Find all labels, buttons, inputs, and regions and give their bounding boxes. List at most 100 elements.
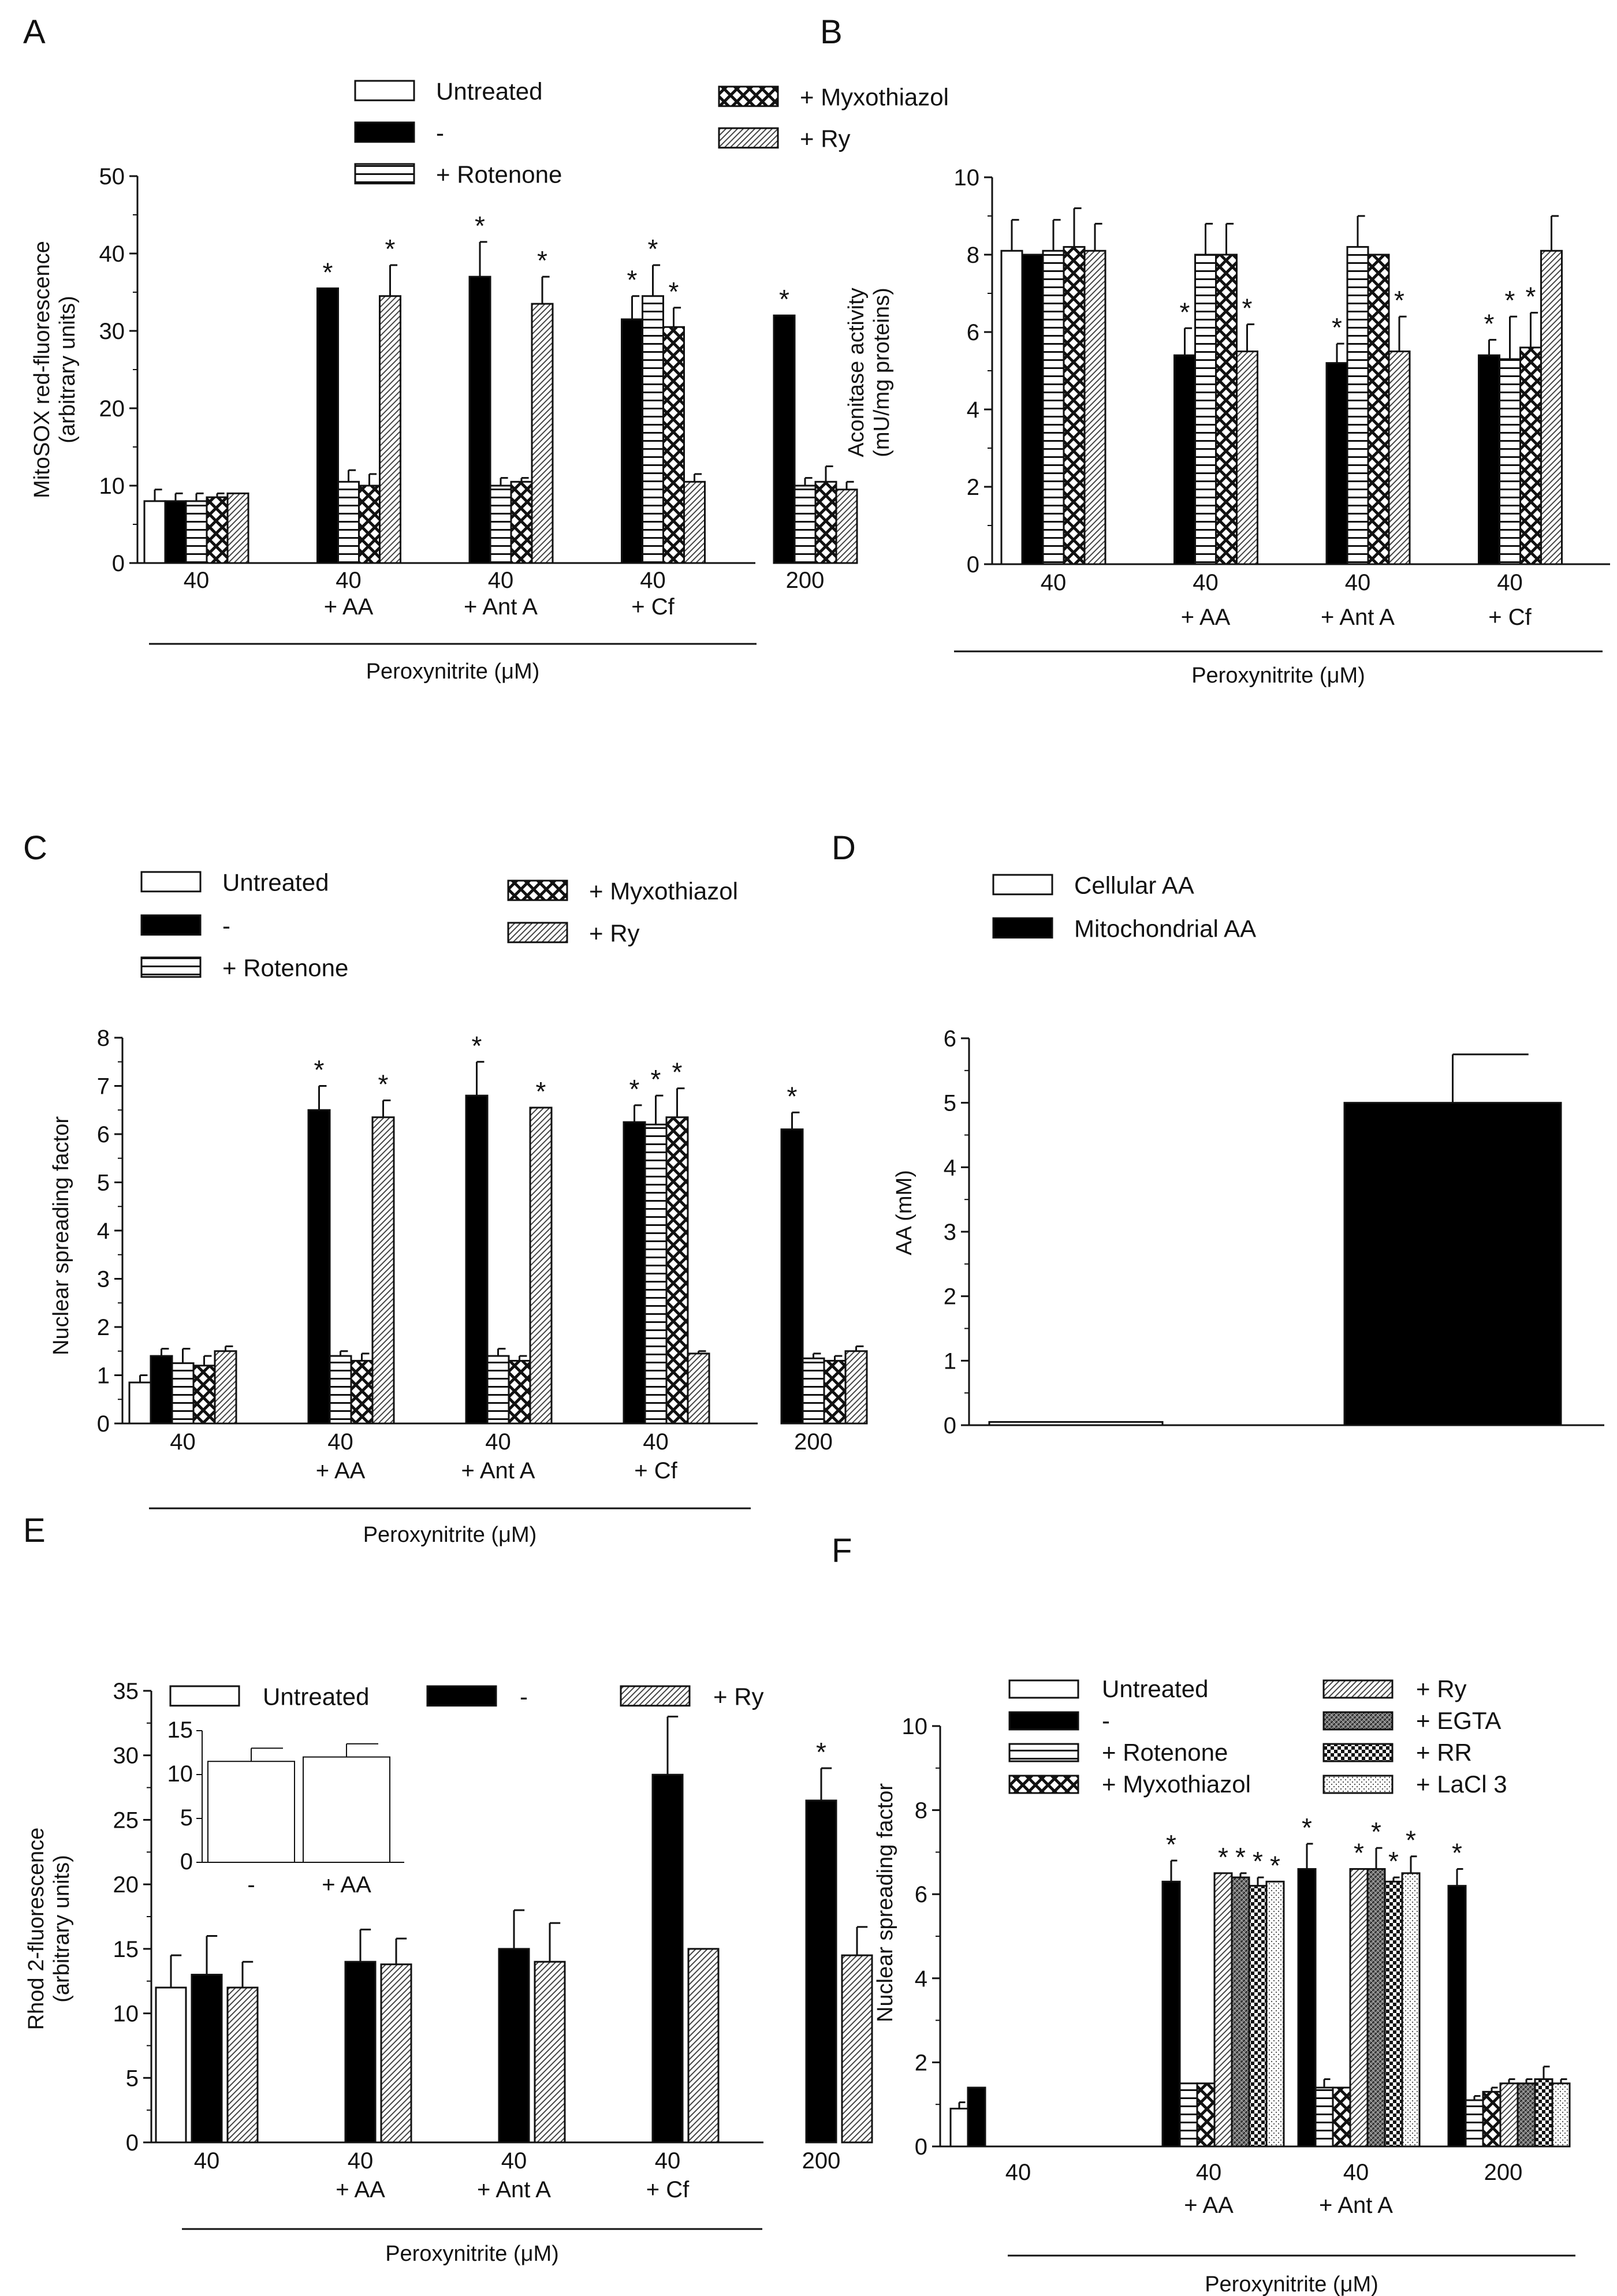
- x-category-label: 40: [1196, 2160, 1222, 2185]
- bar-A-4-1: [773, 314, 796, 564]
- inset-tick-label: 0: [180, 1849, 193, 1874]
- significance-star: *: [1371, 1817, 1381, 1847]
- bar-E-1-1: [344, 1960, 377, 2144]
- legend-swatch: [992, 874, 1053, 896]
- legend-swatch: [140, 914, 202, 936]
- x-category-label: 40: [501, 2148, 527, 2174]
- legend-swatch: [140, 871, 202, 893]
- y-tick-label: 8: [967, 243, 979, 268]
- bar-C-3-1: [623, 1121, 646, 1425]
- bar-B-2-2: [1346, 246, 1369, 565]
- significance-star: *: [1526, 282, 1536, 312]
- legend-label: -: [436, 119, 444, 146]
- bar-cellular-aa: [988, 1421, 1164, 1426]
- bar-B-0-3: [1063, 246, 1086, 565]
- bar-E-2-1: [498, 1948, 530, 2144]
- x-category-label: 40: [655, 2148, 681, 2174]
- bar-F-3-2: [1465, 2099, 1484, 2148]
- bar-B-2-1: [1325, 362, 1348, 565]
- bar-F-2-1: [1297, 1868, 1317, 2148]
- bar-A-3-2: [642, 295, 664, 564]
- inset-bar: [207, 1761, 295, 1863]
- bar-B-3-4: [1540, 249, 1563, 565]
- bar-A-1-1: [316, 287, 339, 564]
- panel-letter: D: [832, 829, 856, 867]
- bar-A-1-2: [337, 480, 360, 564]
- significance-star: *: [672, 1057, 683, 1087]
- legend-label: Untreated: [436, 77, 542, 105]
- bar-A-2-2: [489, 484, 512, 564]
- significance-star: *: [1235, 1842, 1246, 1872]
- x-category-label: + Ant A: [464, 594, 538, 620]
- bar-F-1-6: [1248, 1885, 1268, 2148]
- bar-C-0-3: [192, 1365, 216, 1425]
- bar-E-4-1: [805, 1799, 837, 2144]
- legend-swatch: [1008, 1743, 1079, 1762]
- bar-C-4-4: [844, 1350, 868, 1425]
- legend-swatch: [1008, 1711, 1079, 1731]
- bar-B-0-0: [1000, 249, 1023, 565]
- bar-F-0-1: [967, 2086, 986, 2148]
- bar-F-3-1: [1447, 1885, 1467, 2148]
- y-tick-label: 30: [99, 319, 125, 344]
- legend-label: Untreated: [222, 869, 329, 896]
- x-category-label: + AA: [1181, 605, 1231, 630]
- y-tick-label: 5: [944, 1091, 956, 1116]
- y-tick-label: 5: [126, 2066, 139, 2091]
- y-tick-label: 35: [113, 1679, 139, 1704]
- panel-D: D 0 1 2 3 4 5 6 AA (mM) Cellular AA Mitochondrial …: [832, 829, 1604, 1438]
- bar-C-4-3: [823, 1359, 847, 1425]
- x-category-label: 40: [1345, 570, 1371, 595]
- legend-label: Mitochondrial AA: [1074, 915, 1256, 942]
- bar-F-1-2: [1179, 2082, 1198, 2148]
- x-category-label: 40: [488, 568, 514, 593]
- y-axis-title: Rhod 2-fluorescence: [24, 1828, 49, 2030]
- significance-star: *: [1332, 312, 1342, 342]
- y-tick-label: 25: [113, 1807, 139, 1833]
- legend-label: + Rotenone: [1102, 1739, 1228, 1766]
- significance-star: *: [1388, 1846, 1399, 1876]
- panel-letter: C: [23, 829, 47, 867]
- x-axis-title: Peroxynitrite (μM): [366, 659, 540, 684]
- legend-label: + Rotenone: [222, 954, 348, 981]
- bar-C-0-4: [214, 1350, 237, 1425]
- legend-swatch: [1322, 1711, 1394, 1731]
- y-tick-label: 2: [944, 1284, 956, 1310]
- x-category-label: 200: [802, 2148, 841, 2174]
- legend-label: Untreated: [263, 1683, 369, 1710]
- bar-F-3-7: [1551, 2082, 1571, 2148]
- y-tick-label: 8: [97, 1026, 110, 1051]
- x-category-label: 40: [485, 1429, 511, 1455]
- x-category-label: + Ant A: [1319, 2193, 1393, 2218]
- y-tick-label: 4: [915, 1966, 927, 1992]
- bar-F-3-6: [1534, 2078, 1553, 2148]
- panel-letter: F: [832, 1532, 852, 1570]
- y-tick-label: 6: [944, 1026, 956, 1052]
- x-category-label: + AA: [336, 2177, 385, 2202]
- bar-F-1-4: [1213, 1872, 1233, 2148]
- y-tick-label: 0: [967, 552, 979, 577]
- inset-tick-label: 5: [180, 1805, 193, 1831]
- significance-star: *: [1242, 293, 1253, 323]
- bar-B-2-3: [1367, 254, 1390, 565]
- bar-F-1-1: [1161, 1880, 1181, 2148]
- legend-label: + Rotenone: [436, 161, 562, 188]
- bar-B-1-3: [1215, 254, 1238, 565]
- x-category-label: 40: [1497, 570, 1523, 595]
- legend-swatch: [354, 121, 415, 143]
- bar-A-0-3: [206, 496, 229, 564]
- x-category-label: + AA: [324, 594, 374, 620]
- bar-E-0-2: [226, 1986, 259, 2144]
- x-category-label: 40: [336, 568, 362, 593]
- y-axis-title: (arbitrary units): [55, 296, 80, 443]
- bar-C-2-4: [529, 1106, 553, 1425]
- bar-E-3-1: [651, 1773, 684, 2144]
- bar-B-3-1: [1478, 354, 1500, 565]
- y-tick-label: 4: [967, 397, 979, 423]
- y-tick-label: 0: [944, 1413, 956, 1438]
- legend-label: Untreated: [1102, 1675, 1208, 1702]
- y-tick-label: 0: [112, 551, 125, 576]
- bar-A-3-1: [621, 318, 643, 564]
